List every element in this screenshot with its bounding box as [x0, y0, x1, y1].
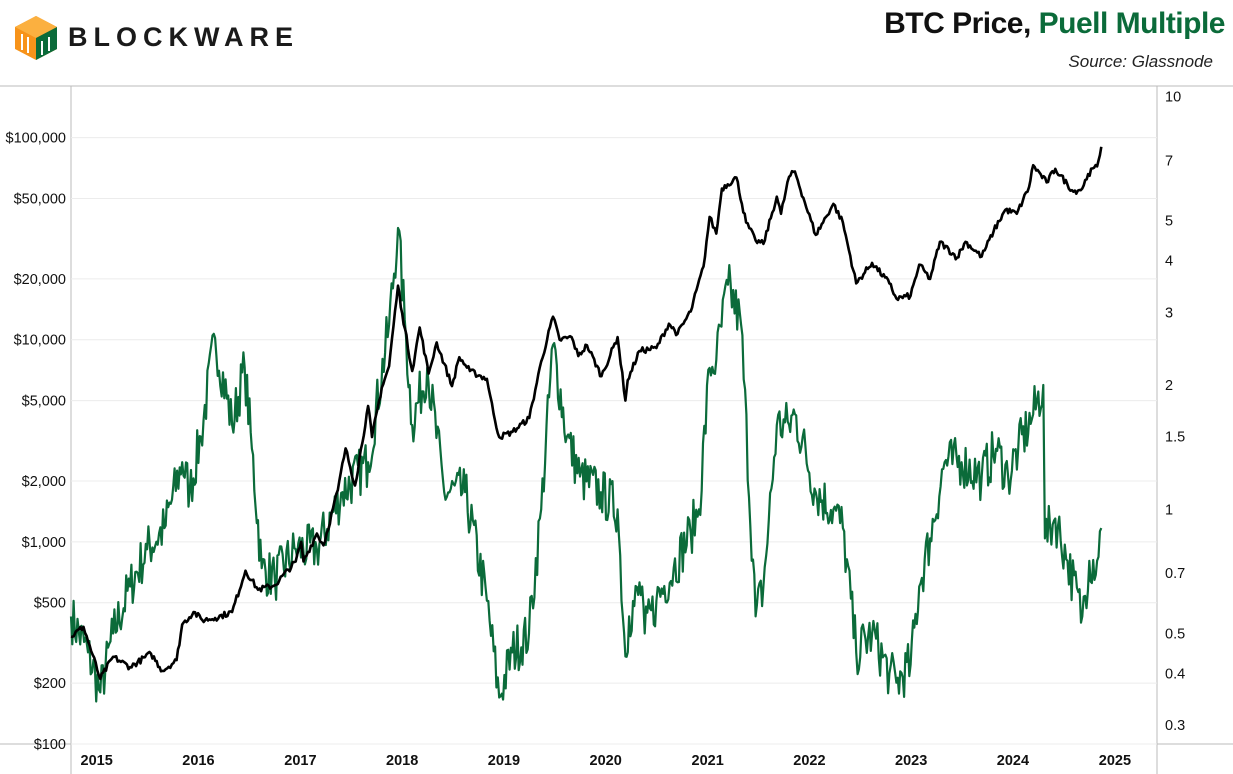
x-tick-label: 2024	[997, 753, 1029, 769]
y-left-tick-label: $2,000	[22, 474, 66, 490]
y-right-tick-label: 2	[1165, 378, 1173, 394]
y-left-tick-label: $200	[34, 676, 66, 692]
y-left-tick-label: $1,000	[22, 535, 66, 551]
x-tick-label: 2020	[590, 753, 622, 769]
title-separator: ,	[1022, 7, 1039, 40]
blockware-logo-icon	[15, 16, 57, 60]
y-right-tick-label: 4	[1165, 254, 1173, 270]
x-tick-label: 2025	[1099, 753, 1131, 769]
title-price: BTC Price	[884, 7, 1023, 40]
source-note: Source: Glassnode	[1068, 52, 1213, 71]
y-right-tick-label: 3	[1165, 305, 1173, 321]
y-right-tick-label: 0.7	[1165, 566, 1185, 582]
x-tick-label: 2022	[793, 753, 825, 769]
x-tick-label: 2021	[692, 753, 724, 769]
x-tick-label: 2019	[488, 753, 520, 769]
title-puell: Puell Multiple	[1038, 7, 1226, 40]
y-right-tick-label: 0.3	[1165, 718, 1185, 734]
y-right-tick-label: 10	[1165, 89, 1181, 105]
x-tick-label: 2016	[182, 753, 214, 769]
x-tick-label: 2023	[895, 753, 927, 769]
y-right-tick-label: 0.5	[1165, 627, 1185, 643]
btc-price-line	[70, 146, 1103, 681]
x-tick-label: 2017	[284, 753, 316, 769]
y-right-tick-label: 1	[1165, 502, 1173, 518]
y-left-tick-label: $10,000	[14, 333, 66, 349]
x-tick-label: 2018	[386, 753, 418, 769]
brand-name: BLOCKWARE	[68, 22, 299, 52]
y-right-tick-label: 1.5	[1165, 430, 1185, 446]
y-left-tick-label: $100	[34, 737, 66, 753]
y-left-tick-label: $500	[34, 596, 66, 612]
y-right-tick-label: 0.4	[1165, 667, 1185, 683]
x-tick-label: 2015	[81, 753, 113, 769]
chart-header: BLOCKWARE BTC Price, Puell Multiple Sour…	[0, 0, 1233, 86]
y-left-tick-label: $5,000	[22, 394, 66, 410]
y-left-tick-label: $100,000	[6, 131, 66, 147]
chart-title: BTC Price, Puell Multiple	[884, 7, 1225, 41]
y-left-tick-label: $20,000	[14, 272, 66, 288]
puell-multiple-line	[69, 226, 1103, 703]
y-right-tick-label: 5	[1165, 214, 1173, 230]
y-left-tick-label: $50,000	[14, 191, 66, 207]
y-right-tick-label: 7	[1165, 153, 1173, 169]
